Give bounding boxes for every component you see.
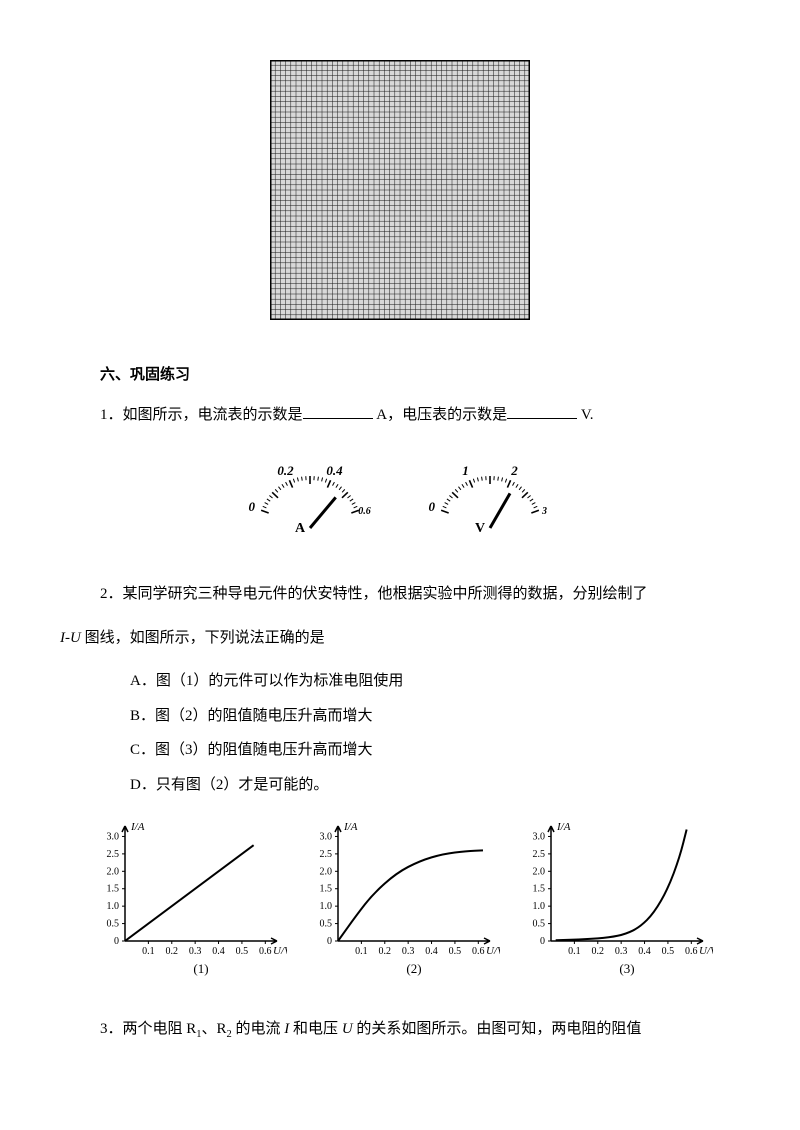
grid-paper — [270, 60, 530, 320]
svg-text:(1): (1) — [193, 961, 208, 976]
svg-text:2: 2 — [510, 463, 518, 478]
svg-text:2.0: 2.0 — [319, 866, 332, 877]
svg-text:2.0: 2.0 — [106, 866, 119, 877]
svg-text:(2): (2) — [406, 961, 421, 976]
meters-svg: 0 0.2 0.4 0.6 A 0 1 2 3 V — [210, 450, 590, 540]
q1-unit2: V. — [577, 407, 593, 423]
svg-text:2.0: 2.0 — [533, 866, 546, 877]
section-title: 六、巩固练习 — [100, 361, 740, 390]
svg-text:0.2: 0.2 — [277, 463, 294, 478]
svg-text:0.5: 0.5 — [319, 919, 332, 930]
svg-text:0.2: 0.2 — [379, 946, 392, 957]
svg-text:0.1: 0.1 — [142, 946, 155, 957]
svg-text:0.5: 0.5 — [449, 946, 462, 957]
chart-3: 0 0.5 1.0 1.5 2.0 2.5 3.0 0.1 0.2 0.3 0.4 0.5 0.6 I/A… — [513, 814, 713, 979]
question-2-line2: I-U 图线，如图所示，下列说法正确的是 — [60, 624, 720, 653]
svg-text:1: 1 — [462, 463, 469, 478]
svg-text:0.6: 0.6 — [358, 506, 371, 517]
svg-text:2.5: 2.5 — [106, 849, 119, 860]
q1-text-prefix: 1．如图所示，电流表的示数是 — [100, 407, 303, 423]
svg-text:0.3: 0.3 — [189, 946, 202, 957]
chart-1-wrap: 0 0.5 1.0 1.5 2.0 2.5 3.0 0.1 0.2 0.3 0.4 0.5 0.6 I/A… — [87, 814, 287, 990]
svg-text:1.0: 1.0 — [319, 901, 332, 912]
svg-text:3.0: 3.0 — [106, 831, 119, 842]
svg-text:1.0: 1.0 — [106, 901, 119, 912]
svg-text:3: 3 — [541, 506, 547, 517]
svg-text:0.2: 0.2 — [592, 946, 605, 957]
q2-iu-symbol: I-U — [60, 630, 81, 646]
svg-text:0.3: 0.3 — [615, 946, 628, 957]
chart-3-wrap: 0 0.5 1.0 1.5 2.0 2.5 3.0 0.1 0.2 0.3 0.4 0.5 0.6 I/A… — [513, 814, 713, 990]
q3-prefix: 3．两个电阻 R — [100, 1021, 196, 1037]
svg-text:3.0: 3.0 — [533, 831, 546, 842]
q3-mid3: 和电压 — [289, 1021, 342, 1037]
svg-text:3.0: 3.0 — [319, 831, 332, 842]
svg-text:1.5: 1.5 — [106, 884, 119, 895]
chart-2: 0 0.5 1.0 1.5 2.0 2.5 3.0 0.1 0.2 0.3 0.4 0.5 0.6 I/A… — [300, 814, 500, 979]
q1-unit1: A，电压表的示数是 — [373, 407, 508, 423]
q3-u: U — [342, 1021, 353, 1037]
grid-paper-figure — [60, 60, 740, 331]
svg-text:I/A: I/A — [130, 821, 145, 833]
svg-text:0.2: 0.2 — [165, 946, 178, 957]
charts-row: 0 0.5 1.0 1.5 2.0 2.5 3.0 0.1 0.2 0.3 0.4 0.5 0.6 I/A… — [60, 814, 740, 990]
question-1: 1．如图所示，电流表的示数是 A，电压表的示数是 V. — [100, 401, 720, 430]
q3-rest: 的关系如图所示。由图可知，两电阻的阻值 — [353, 1021, 642, 1037]
svg-text:A: A — [295, 521, 306, 536]
svg-text:0: 0 — [327, 936, 332, 947]
svg-text:0.4: 0.4 — [639, 946, 652, 957]
chart-1: 0 0.5 1.0 1.5 2.0 2.5 3.0 0.1 0.2 0.3 0.4 0.5 0.6 I/A… — [87, 814, 287, 979]
option-b: B．图（2）的阻值随电压升高而增大 — [130, 702, 740, 731]
svg-text:0.5: 0.5 — [533, 919, 546, 930]
svg-text:0.5: 0.5 — [106, 919, 119, 930]
svg-text:0: 0 — [428, 498, 435, 513]
svg-text:U/V: U/V — [273, 945, 287, 957]
svg-text:0.6: 0.6 — [259, 946, 272, 957]
svg-text:0.1: 0.1 — [355, 946, 368, 957]
option-a: A．图（1）的元件可以作为标准电阻使用 — [130, 667, 740, 696]
svg-text:0.4: 0.4 — [212, 946, 225, 957]
chart-2-wrap: 0 0.5 1.0 1.5 2.0 2.5 3.0 0.1 0.2 0.3 0.4 0.5 0.6 I/A… — [300, 814, 500, 990]
q2-line2-rest: 图线，如图所示，下列说法正确的是 — [81, 630, 325, 646]
q3-mid1: 、R — [202, 1021, 227, 1037]
svg-text:2.5: 2.5 — [319, 849, 332, 860]
svg-text:I/A: I/A — [556, 821, 571, 833]
option-d: D．只有图（2）才是可能的。 — [130, 771, 740, 800]
svg-text:I/A: I/A — [343, 821, 358, 833]
svg-text:1.0: 1.0 — [533, 901, 546, 912]
svg-text:1.5: 1.5 — [319, 884, 332, 895]
q1-blank-2 — [507, 404, 577, 419]
svg-text:0.6: 0.6 — [472, 946, 485, 957]
q3-mid2: 的电流 — [232, 1021, 285, 1037]
svg-text:0.4: 0.4 — [425, 946, 438, 957]
svg-text:0.5: 0.5 — [662, 946, 675, 957]
question-2-line1: 2．某同学研究三种导电元件的伏安特性，他根据实验中所测得的数据，分别绘制了 — [100, 580, 720, 609]
question-2-options: A．图（1）的元件可以作为标准电阻使用 B．图（2）的阻值随电压升高而增大 C．… — [130, 667, 740, 799]
svg-text:0.1: 0.1 — [568, 946, 581, 957]
q1-blank-1 — [303, 404, 373, 419]
svg-text:0: 0 — [248, 498, 255, 513]
svg-text:V: V — [475, 521, 485, 536]
svg-text:U/V: U/V — [486, 945, 500, 957]
svg-text:0: 0 — [114, 936, 119, 947]
svg-text:0.6: 0.6 — [685, 946, 698, 957]
svg-text:0: 0 — [540, 936, 545, 947]
svg-text:1.5: 1.5 — [533, 884, 546, 895]
meters-figure: 0 0.2 0.4 0.6 A 0 1 2 3 V — [60, 450, 740, 551]
svg-text:2.5: 2.5 — [533, 849, 546, 860]
svg-text:0.4: 0.4 — [326, 463, 343, 478]
svg-text:U/V: U/V — [699, 945, 713, 957]
question-3: 3．两个电阻 R1、R2 的电流 I 和电压 U 的关系如图所示。由图可知，两电… — [100, 1015, 720, 1045]
svg-text:(3): (3) — [620, 961, 635, 976]
option-c: C．图（3）的阻值随电压升高而增大 — [130, 736, 740, 765]
svg-text:0.5: 0.5 — [235, 946, 248, 957]
svg-text:0.3: 0.3 — [402, 946, 415, 957]
